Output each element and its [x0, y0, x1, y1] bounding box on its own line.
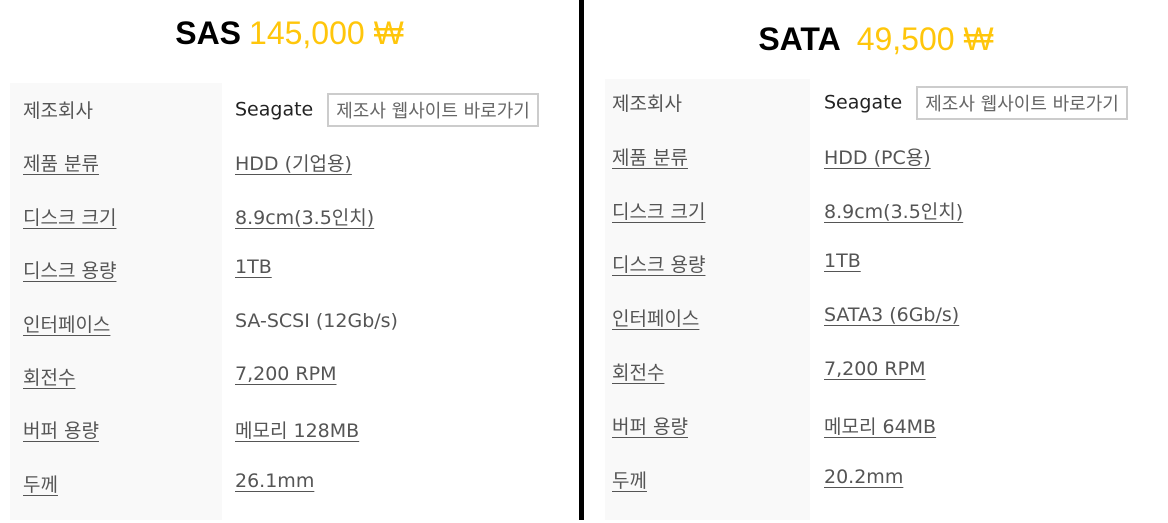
manufacturer-website-button[interactable]: 제조사 웹사이트 바로가기 — [327, 93, 539, 127]
spec-row: 회전수 7,200 RPM — [584, 358, 1168, 411]
spec-label[interactable]: 회전수 — [23, 367, 76, 389]
spec-label[interactable]: 회전수 — [612, 362, 665, 384]
spec-row: 버퍼 용량 메모리 64MB — [584, 412, 1168, 465]
spec-row: 디스크 용량 1TB — [0, 256, 579, 309]
spec-value[interactable]: SATA3 (6Gb/s) — [824, 304, 960, 327]
spec-label[interactable]: 디스크 용량 — [612, 254, 706, 277]
spec-value[interactable]: 메모리 128MB — [235, 420, 360, 443]
spec-value[interactable]: 8.9cm(3.5인치) — [824, 200, 964, 223]
sata-title: SATA 49,500 ₩ — [584, 20, 1168, 58]
label-column — [605, 79, 810, 520]
spec-label: 제조회사 — [23, 100, 93, 122]
spec-row: 인터페이스 SA-SCSI (12Gb/s) — [0, 310, 579, 363]
spec-label[interactable]: 디스크 용량 — [23, 260, 117, 283]
spec-row: 제조회사 Seagate 제조사 웹사이트 바로가기 — [584, 86, 1168, 142]
spec-label[interactable]: 인터페이스 — [612, 308, 700, 331]
spec-row: 제품 분류 HDD (기업용) — [0, 149, 579, 202]
spec-row: 제품 분류 HDD (PC용) — [584, 143, 1168, 196]
spec-value: SA-SCSI (12Gb/s) — [235, 309, 398, 332]
spec-label[interactable]: 디스크 크기 — [612, 200, 706, 223]
divider — [579, 0, 584, 520]
spec-row: 버퍼 용량 메모리 128MB — [0, 416, 579, 469]
spec-label[interactable]: 버퍼 용량 — [612, 415, 688, 438]
spec-row: 두께 20.2mm — [584, 466, 1168, 519]
spec-value: Seagate 제조사 웹사이트 바로가기 — [824, 86, 1128, 120]
spec-label[interactable]: 제품 분류 — [23, 153, 99, 176]
spec-value[interactable]: 7,200 RPM — [235, 363, 337, 385]
spec-value[interactable]: 8.9cm(3.5인치) — [235, 206, 375, 229]
manufacturer-name: Seagate — [824, 91, 903, 114]
label-column — [10, 83, 222, 520]
spec-row: 회전수 7,200 RPM — [0, 363, 579, 416]
spec-value[interactable]: 1TB — [824, 250, 861, 273]
spec-label[interactable]: 두께 — [23, 473, 58, 496]
spec-row: 두께 26.1mm — [0, 470, 579, 523]
spec-value[interactable]: HDD (기업용) — [235, 153, 352, 176]
spec-label[interactable]: 인터페이스 — [23, 313, 111, 336]
spec-value[interactable]: 26.1mm — [235, 469, 315, 492]
product-name: SAS — [175, 15, 242, 51]
spec-label[interactable]: 디스크 크기 — [23, 206, 117, 229]
spec-label[interactable]: 제품 분류 — [612, 146, 688, 169]
spec-value[interactable]: 메모리 64MB — [824, 415, 937, 438]
spec-row: 디스크 크기 8.9cm(3.5인치) — [0, 203, 579, 256]
spec-row: 인터페이스 SATA3 (6Gb/s) — [584, 304, 1168, 357]
spec-label[interactable]: 버퍼 용량 — [23, 420, 99, 443]
manufacturer-name: Seagate — [235, 98, 314, 121]
sas-title: SAS 145,000 ₩ — [0, 14, 579, 52]
spec-value[interactable]: HDD (PC용) — [824, 146, 931, 169]
product-price: 145,000 ₩ — [249, 15, 404, 51]
spec-label[interactable]: 두께 — [612, 469, 647, 492]
spec-row: 제조회사 Seagate 제조사 웹사이트 바로가기 — [0, 93, 579, 149]
spec-row: 디스크 용량 1TB — [584, 250, 1168, 303]
spec-value[interactable]: 1TB — [235, 256, 272, 279]
spec-label: 제조회사 — [612, 93, 682, 115]
spec-value[interactable]: 20.2mm — [824, 465, 904, 488]
product-name: SATA — [758, 21, 841, 57]
spec-row: 디스크 크기 8.9cm(3.5인치) — [584, 197, 1168, 250]
spec-value: Seagate 제조사 웹사이트 바로가기 — [235, 93, 539, 127]
spec-value[interactable]: 7,200 RPM — [824, 358, 926, 380]
manufacturer-website-button[interactable]: 제조사 웹사이트 바로가기 — [916, 86, 1128, 120]
product-price: 49,500 ₩ — [856, 21, 994, 57]
